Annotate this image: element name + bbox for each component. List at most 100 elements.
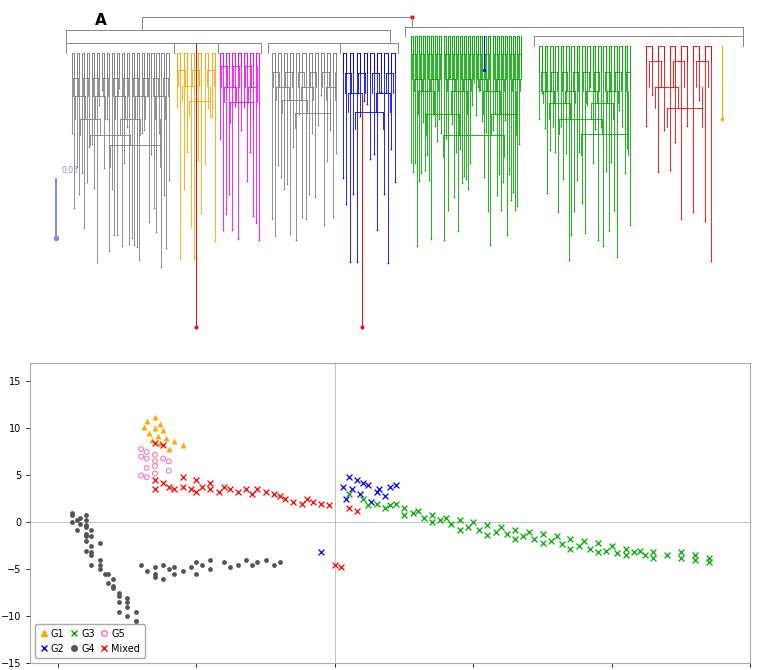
- G3: [418, 513, 430, 523]
- G3: [406, 508, 418, 519]
- Mixed: [190, 487, 202, 498]
- G3: [620, 550, 632, 561]
- G4: [204, 564, 217, 575]
- G3: [440, 513, 452, 523]
- G5: [149, 456, 161, 467]
- Mixed: [334, 562, 346, 573]
- G4: [85, 559, 97, 570]
- G4: [218, 557, 230, 567]
- Mixed: [218, 481, 230, 492]
- G3: [412, 506, 424, 517]
- G4: [108, 583, 120, 594]
- G3: [528, 534, 540, 545]
- G1: [140, 415, 152, 426]
- G3: [647, 553, 659, 563]
- Mixed: [240, 484, 252, 495]
- G3: [495, 522, 507, 533]
- G4: [66, 517, 78, 528]
- G2: [373, 484, 385, 495]
- G3: [600, 545, 612, 556]
- G3: [639, 550, 651, 561]
- G4: [85, 525, 97, 535]
- G2: [343, 472, 355, 482]
- G3: [564, 534, 576, 545]
- G3: [647, 547, 659, 558]
- G2: [390, 480, 402, 490]
- Mixed: [246, 489, 258, 500]
- G3: [689, 550, 701, 561]
- G4: [85, 547, 97, 558]
- G2: [384, 481, 396, 492]
- G3: [661, 550, 673, 561]
- G4: [163, 564, 175, 575]
- G4: [157, 559, 169, 570]
- Mixed: [252, 484, 264, 495]
- G4: [93, 538, 105, 549]
- G5: [135, 470, 147, 481]
- G1: [177, 440, 189, 451]
- G4: [260, 555, 272, 565]
- G4: [130, 606, 142, 617]
- Mixed: [157, 478, 169, 488]
- G3: [545, 536, 557, 547]
- G4: [80, 520, 92, 531]
- G3: [343, 489, 355, 500]
- G3: [445, 519, 457, 529]
- G4: [149, 562, 161, 573]
- G4: [268, 559, 280, 570]
- G5: [140, 446, 152, 457]
- G4: [135, 559, 147, 570]
- G5: [149, 461, 161, 472]
- Mixed: [343, 503, 355, 514]
- Mixed: [212, 487, 224, 498]
- G4: [74, 519, 86, 529]
- G3: [379, 503, 391, 514]
- G5: [163, 466, 175, 476]
- Mixed: [324, 500, 336, 511]
- G4: [130, 616, 142, 626]
- G3: [453, 515, 465, 526]
- Text: A: A: [95, 13, 107, 28]
- G3: [550, 531, 562, 542]
- G5: [149, 468, 161, 479]
- G3: [398, 509, 410, 520]
- G4: [113, 606, 125, 617]
- G1: [155, 437, 167, 448]
- G3: [592, 547, 604, 558]
- G4: [71, 525, 83, 535]
- G3: [584, 543, 596, 554]
- G3: [572, 541, 584, 551]
- G4: [135, 630, 147, 641]
- G3: [578, 536, 590, 547]
- G1: [168, 436, 180, 446]
- G1: [146, 434, 158, 445]
- G2: [365, 496, 377, 507]
- G5: [140, 462, 152, 473]
- Mixed: [301, 494, 313, 505]
- G1: [152, 431, 164, 442]
- G4: [190, 557, 202, 567]
- G4: [113, 590, 125, 601]
- G4: [274, 557, 286, 567]
- Mixed: [287, 496, 299, 507]
- G3: [689, 555, 701, 565]
- G3: [509, 534, 521, 545]
- G4: [80, 545, 92, 556]
- G3: [453, 525, 465, 535]
- Mixed: [315, 498, 327, 509]
- Mixed: [204, 484, 217, 495]
- G3: [537, 538, 549, 549]
- G4: [113, 588, 125, 598]
- G3: [426, 517, 438, 528]
- G3: [509, 525, 521, 535]
- G4: [66, 508, 78, 519]
- G4: [224, 562, 236, 573]
- G4: [113, 597, 125, 608]
- Mixed: [329, 559, 341, 570]
- G4: [80, 509, 92, 520]
- Mixed: [163, 481, 175, 492]
- Text: 0.05: 0.05: [61, 166, 78, 176]
- G3: [703, 553, 715, 563]
- Mixed: [149, 484, 161, 495]
- Mixed: [351, 506, 363, 517]
